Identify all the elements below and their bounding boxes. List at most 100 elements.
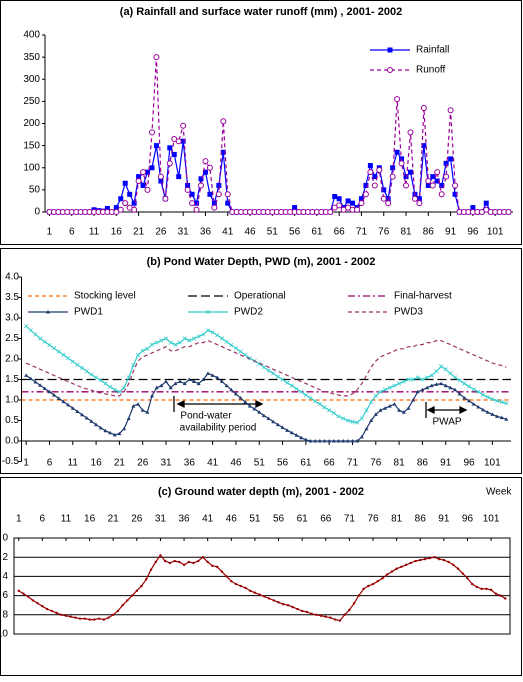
marker xyxy=(499,399,504,405)
marker xyxy=(75,362,80,367)
x-tick-label: 91 xyxy=(440,458,452,469)
marker xyxy=(355,439,360,443)
marker xyxy=(437,557,441,561)
marker xyxy=(60,613,63,616)
chart-title: (a) Rainfall and surface water runoff (m… xyxy=(120,6,402,18)
x-tick-label: 81 xyxy=(394,458,406,469)
marker xyxy=(103,428,108,433)
marker xyxy=(219,336,225,341)
chart-title: (c) Ground water depth (m), 2001 - 2002 xyxy=(158,486,364,498)
marker xyxy=(159,338,164,343)
x-tick-label: 86 xyxy=(417,458,429,469)
marker xyxy=(452,191,458,197)
marker xyxy=(153,54,160,61)
series-line xyxy=(25,339,507,397)
marker xyxy=(145,346,150,351)
marker xyxy=(504,401,509,406)
marker xyxy=(189,191,195,197)
marker xyxy=(26,595,30,598)
marker xyxy=(168,340,173,345)
marker xyxy=(381,187,387,193)
marker xyxy=(425,182,431,188)
marker xyxy=(52,393,57,397)
marker xyxy=(403,174,409,180)
x-tick-label: 66 xyxy=(324,458,336,469)
marker xyxy=(329,616,332,619)
marker xyxy=(219,379,224,384)
marker xyxy=(239,584,242,588)
marker xyxy=(447,107,454,114)
x-tick-label: 71 xyxy=(356,227,368,238)
marker xyxy=(261,413,266,418)
marker xyxy=(420,105,427,112)
marker xyxy=(233,391,238,396)
marker xyxy=(257,361,262,367)
marker xyxy=(17,589,20,592)
marker xyxy=(253,591,257,594)
marker xyxy=(305,610,309,614)
marker xyxy=(275,422,280,427)
marker xyxy=(173,381,178,386)
marker xyxy=(267,597,271,600)
marker xyxy=(409,561,412,565)
marker xyxy=(401,379,406,384)
marker xyxy=(452,182,459,189)
marker xyxy=(315,613,318,616)
marker xyxy=(135,178,142,185)
marker xyxy=(415,375,420,380)
x-tick-label: 56 xyxy=(273,514,285,525)
marker xyxy=(243,400,248,404)
y-tick-label: 4 xyxy=(2,571,8,582)
marker xyxy=(319,614,323,617)
marker xyxy=(367,163,373,169)
marker xyxy=(207,191,213,197)
marker xyxy=(144,186,151,193)
marker xyxy=(193,206,200,213)
x-tick-label: 21 xyxy=(133,227,145,238)
marker xyxy=(163,559,167,563)
marker xyxy=(373,412,378,416)
x-tick-label: 26 xyxy=(131,514,143,525)
y-tick-label: 300 xyxy=(23,74,40,85)
marker xyxy=(164,379,169,384)
marker xyxy=(415,389,420,394)
marker xyxy=(447,560,450,564)
y-tick-label: 1.0 xyxy=(5,395,19,406)
marker xyxy=(355,420,360,425)
marker xyxy=(331,439,336,443)
marker xyxy=(452,375,458,380)
marker xyxy=(285,380,290,385)
marker xyxy=(467,398,472,403)
legend-marker xyxy=(387,47,393,53)
marker xyxy=(28,376,33,381)
marker xyxy=(280,425,285,429)
marker xyxy=(224,191,231,198)
marker xyxy=(175,138,182,145)
marker xyxy=(69,615,72,618)
marker xyxy=(369,418,374,422)
marker xyxy=(280,377,285,382)
x-tick-label: 26 xyxy=(137,458,149,469)
x-tick-label: 36 xyxy=(184,458,196,469)
marker xyxy=(494,398,500,403)
marker xyxy=(390,570,394,573)
marker xyxy=(202,158,209,165)
arrow-head xyxy=(176,399,264,409)
marker xyxy=(187,338,192,343)
marker xyxy=(476,389,481,394)
x-tick-label: 96 xyxy=(463,458,475,469)
marker xyxy=(362,191,369,198)
marker xyxy=(338,619,342,622)
y-tick-label: 200 xyxy=(23,118,40,129)
marker xyxy=(185,182,191,188)
marker xyxy=(258,593,261,596)
marker xyxy=(407,129,414,136)
marker xyxy=(163,336,169,341)
y-tick-label: 6 xyxy=(2,590,8,601)
marker xyxy=(196,334,201,339)
marker xyxy=(385,200,392,207)
marker xyxy=(159,383,164,388)
y-tick-label: 2 xyxy=(2,552,8,563)
marker xyxy=(398,160,405,167)
marker xyxy=(66,356,71,361)
